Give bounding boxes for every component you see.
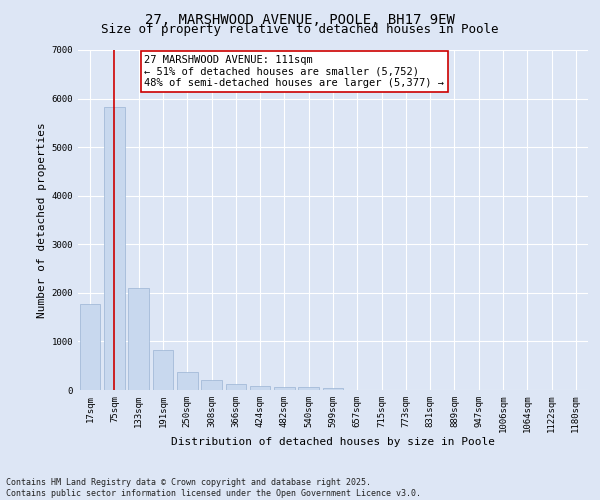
Bar <box>274 387 295 390</box>
Bar <box>177 372 197 390</box>
Bar <box>201 380 222 390</box>
Bar <box>80 304 100 390</box>
Text: Size of property relative to detached houses in Poole: Size of property relative to detached ho… <box>101 22 499 36</box>
Bar <box>226 384 246 390</box>
Bar <box>104 108 125 390</box>
Y-axis label: Number of detached properties: Number of detached properties <box>37 122 47 318</box>
Text: Contains HM Land Registry data © Crown copyright and database right 2025.
Contai: Contains HM Land Registry data © Crown c… <box>6 478 421 498</box>
Bar <box>298 388 319 390</box>
Bar <box>152 350 173 390</box>
Bar <box>323 388 343 390</box>
Bar <box>128 288 149 390</box>
Text: 27 MARSHWOOD AVENUE: 111sqm
← 51% of detached houses are smaller (5,752)
48% of : 27 MARSHWOOD AVENUE: 111sqm ← 51% of det… <box>145 55 444 88</box>
Bar <box>250 386 271 390</box>
X-axis label: Distribution of detached houses by size in Poole: Distribution of detached houses by size … <box>171 436 495 446</box>
Text: 27, MARSHWOOD AVENUE, POOLE, BH17 9EW: 27, MARSHWOOD AVENUE, POOLE, BH17 9EW <box>145 12 455 26</box>
